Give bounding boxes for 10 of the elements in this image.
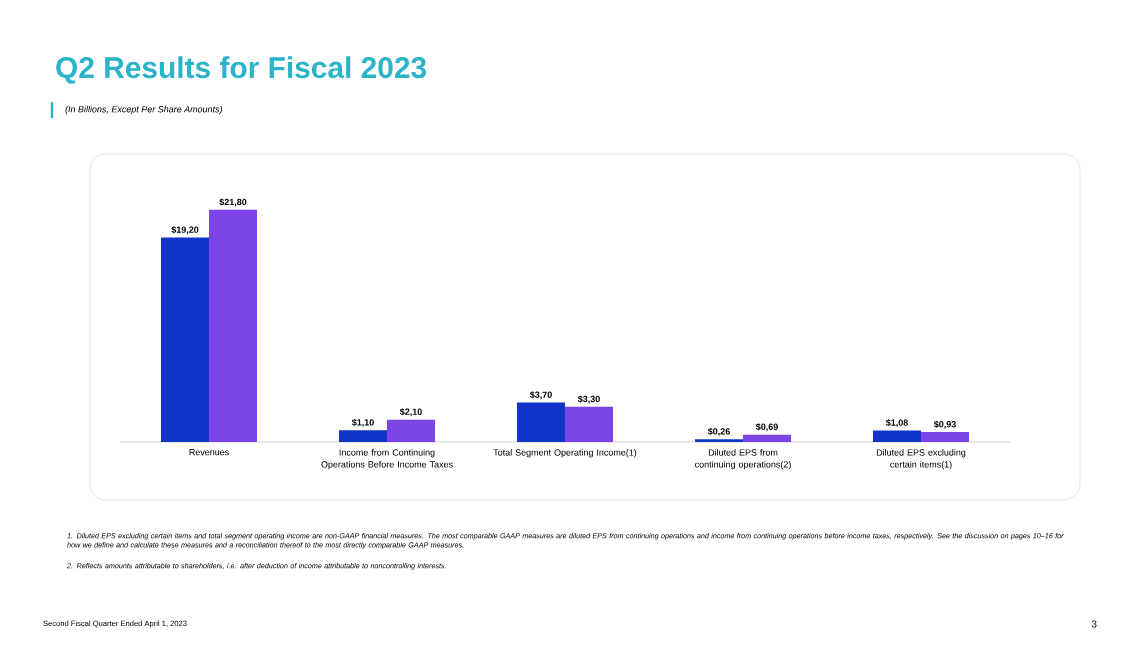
- bar: [339, 430, 388, 442]
- bar: [209, 209, 258, 442]
- bar: [921, 432, 970, 442]
- bar: [743, 434, 792, 442]
- bar: [161, 237, 210, 442]
- bar: [387, 419, 436, 442]
- chart-title: Q2 Results for Fiscal 2023: [56, 56, 427, 84]
- bar: [565, 406, 614, 442]
- bar: [517, 402, 566, 442]
- bar: [873, 430, 922, 442]
